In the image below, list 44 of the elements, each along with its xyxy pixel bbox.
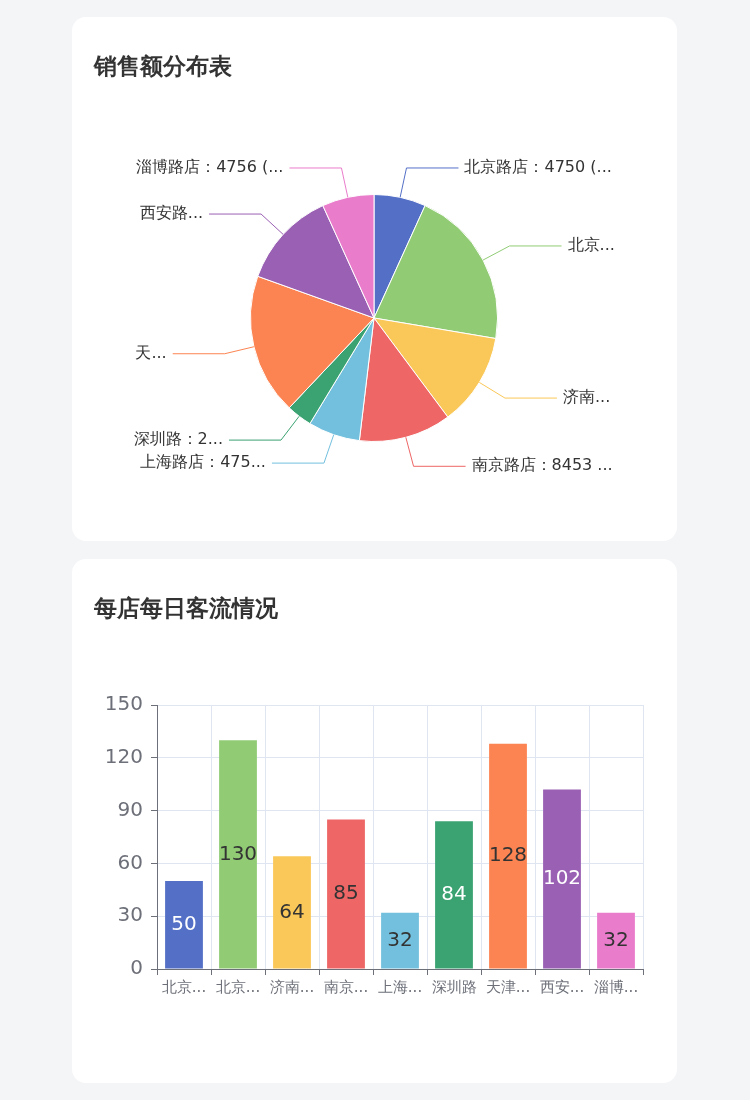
slice-label: 淄博路店：4756 (...: [136, 157, 284, 177]
slice-label: 济南...: [562, 387, 611, 407]
bar: [273, 856, 311, 969]
data-label: 128: [488, 842, 528, 867]
bar: [219, 740, 257, 969]
chart-title: 销售额分布表: [94, 52, 232, 81]
y-tick-label: 60: [117, 849, 143, 874]
bar: [489, 743, 527, 969]
y-tick-label: 30: [117, 902, 143, 927]
x-tick-label: 深圳路: [431, 977, 477, 996]
bar: [381, 912, 419, 969]
x-tick-label: 天津...: [485, 977, 531, 996]
slice-label: 北京路店：4750 (...: [464, 157, 612, 177]
slice-label: 上海路店：475...: [140, 452, 266, 472]
x-tick-label: 济南...: [269, 977, 315, 996]
data-label: 32: [387, 926, 413, 951]
slice-label: 西安路...: [139, 203, 204, 223]
bar: [543, 789, 581, 969]
data-label: 64: [279, 898, 305, 923]
x-tick-label: 北京...: [161, 977, 207, 996]
slice-label: 南京路店：8453 ...: [471, 455, 613, 475]
bar: [435, 821, 473, 969]
bar: [327, 819, 365, 969]
data-label: 85: [333, 880, 359, 905]
data-label: 130: [218, 840, 258, 865]
bar: [165, 881, 203, 969]
data-label: 102: [542, 865, 582, 890]
chart-title: 每店每日客流情况: [94, 594, 278, 623]
slice-label: 深圳路：2...: [133, 429, 223, 449]
data-label: 32: [603, 926, 629, 951]
data-label: 50: [171, 910, 197, 935]
y-tick-label: 150: [104, 691, 143, 716]
y-tick-label: 0: [130, 955, 143, 980]
y-tick-label: 120: [104, 744, 143, 768]
slice-label: 天...: [135, 342, 167, 362]
x-tick-label: 南京...: [323, 977, 369, 996]
x-tick-label: 上海...: [377, 977, 423, 996]
y-tick-label: 90: [117, 796, 143, 821]
slice-label: 北京...: [567, 235, 615, 255]
x-tick-label: 北京...: [215, 977, 261, 996]
x-tick-label: 西安...: [539, 977, 585, 996]
bar: [597, 912, 635, 969]
x-tick-label: 淄博...: [593, 977, 639, 996]
data-label: 84: [441, 881, 467, 906]
